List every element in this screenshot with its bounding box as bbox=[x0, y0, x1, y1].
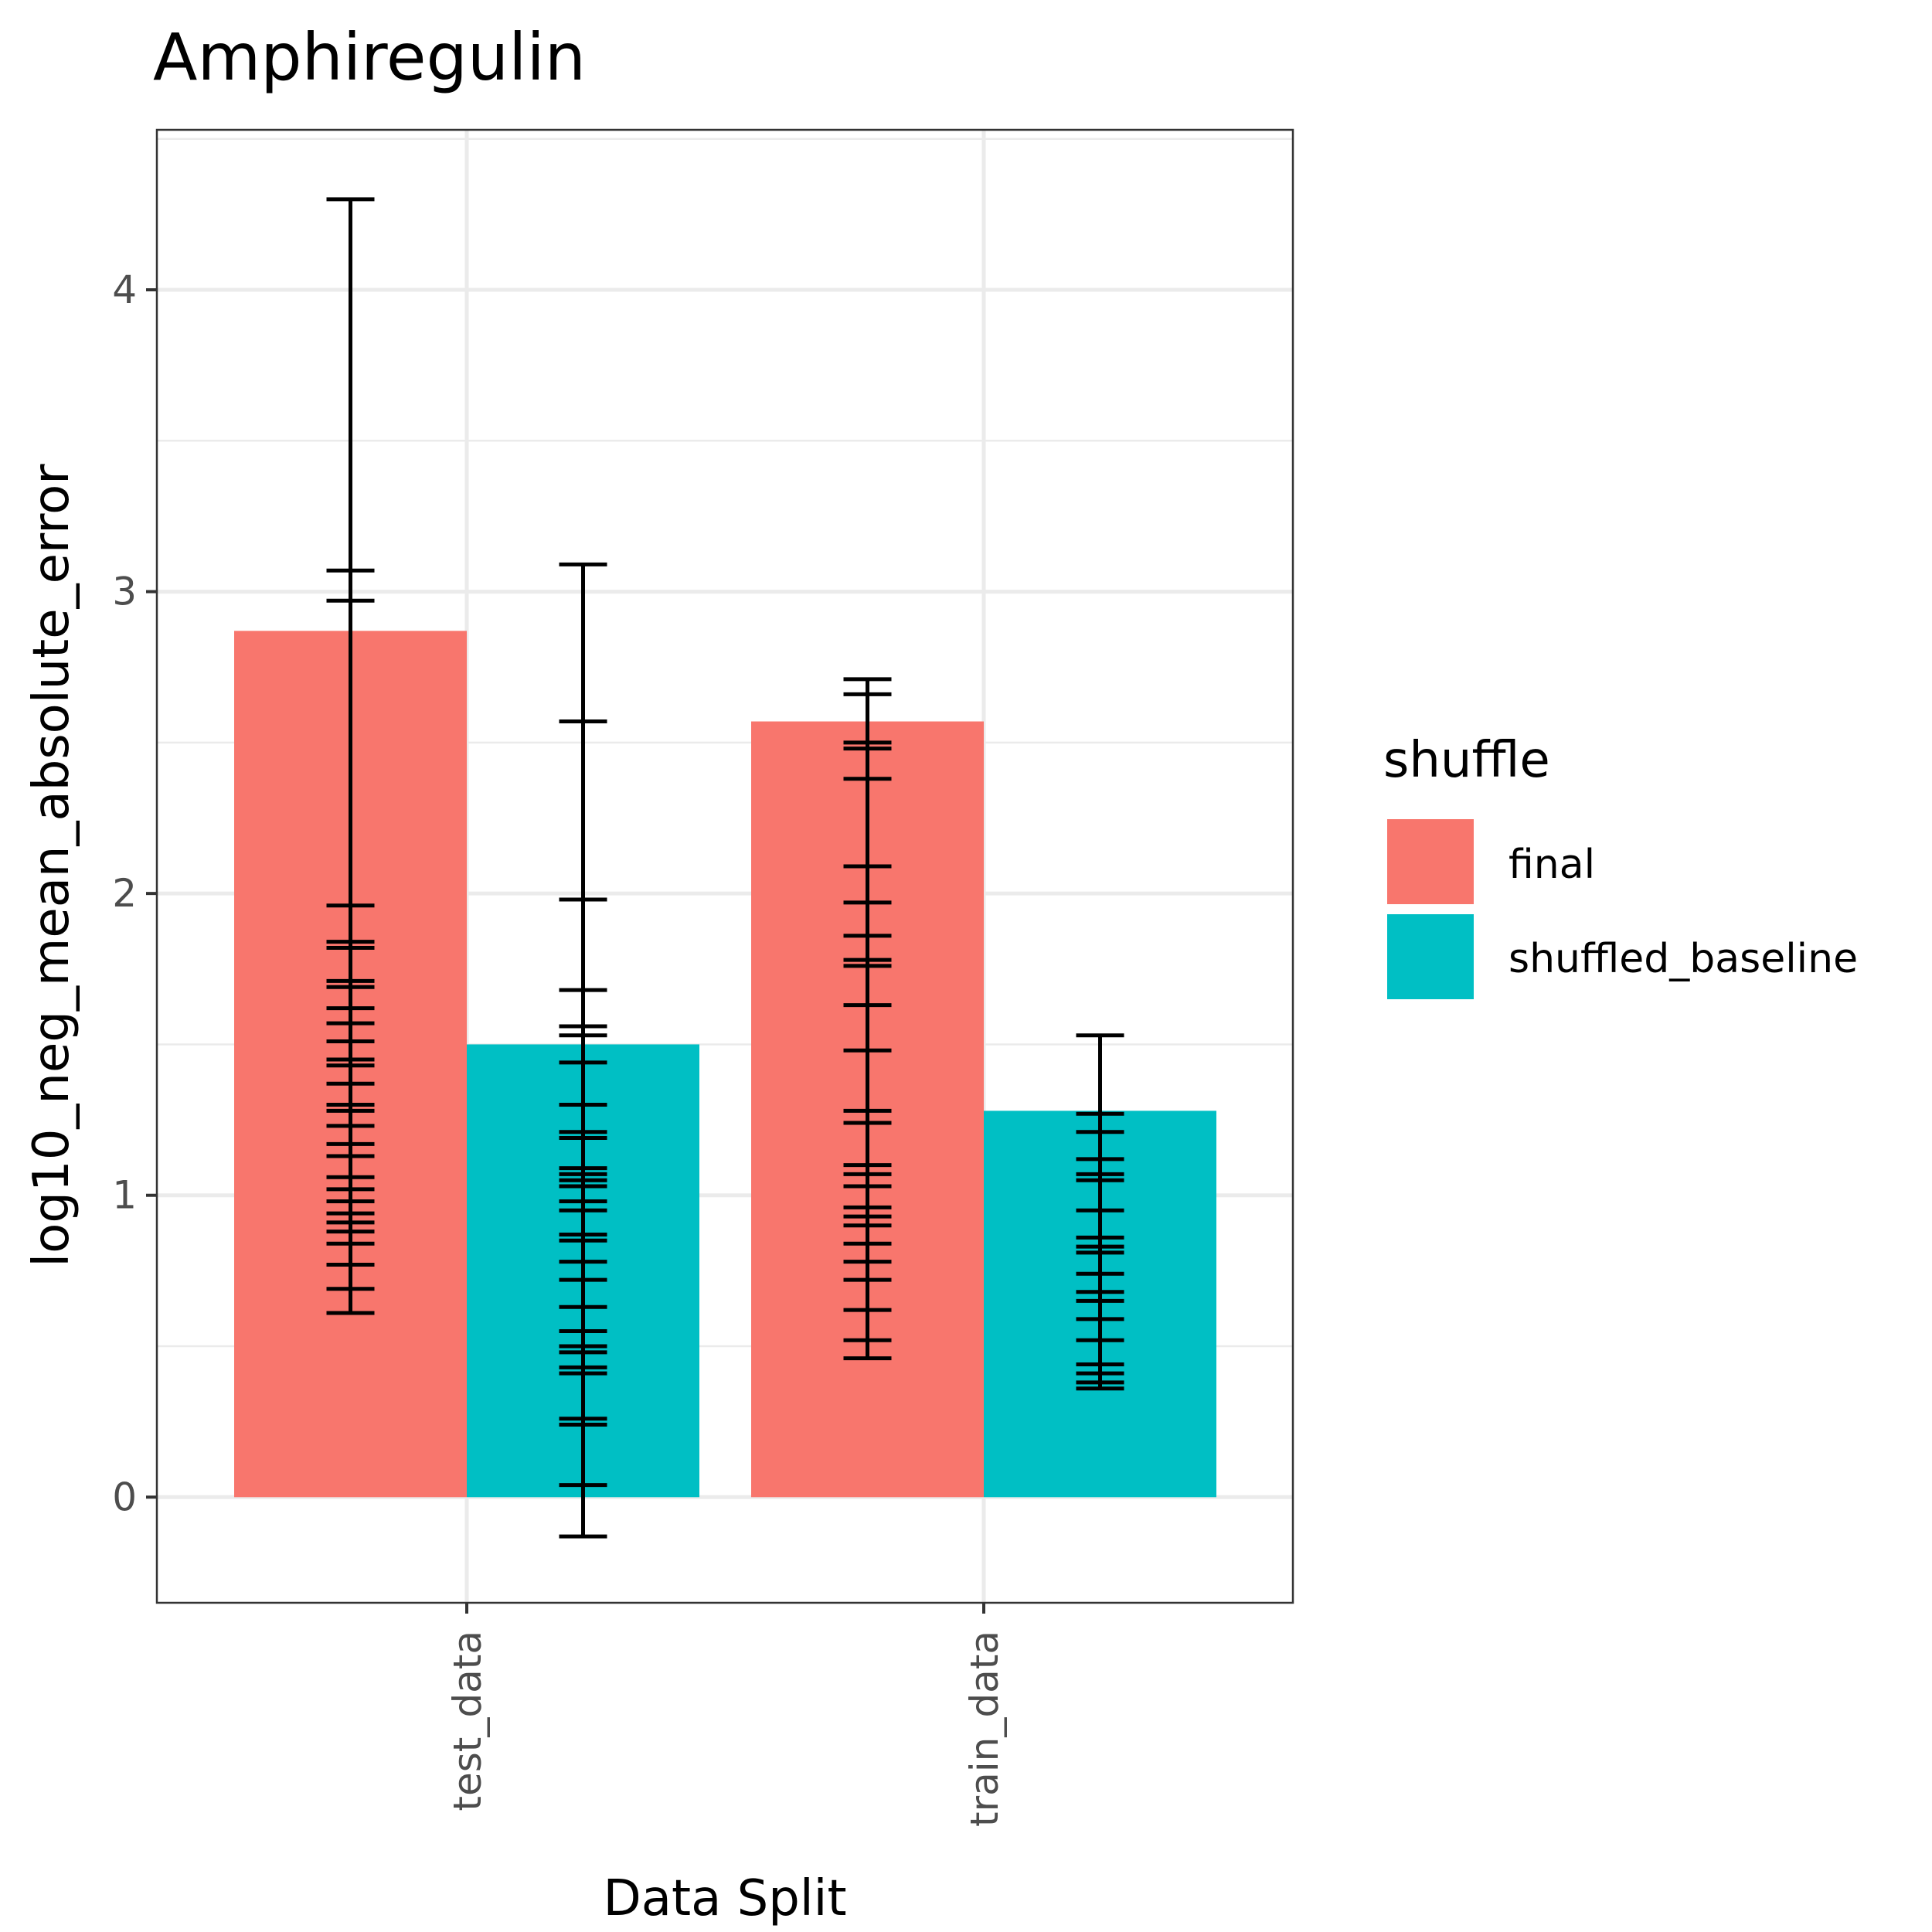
legend-key-shuffled-baseline bbox=[1387, 914, 1474, 999]
legend: shuffle final shuffled_baseline bbox=[1383, 732, 1858, 999]
x-axis-title: Data Split bbox=[603, 1870, 846, 1927]
errorbar-final-test-data bbox=[326, 197, 375, 1315]
legend-title: shuffle bbox=[1383, 732, 1550, 789]
x-axis: test_data train_data bbox=[445, 1603, 1007, 1827]
legend-key-final bbox=[1387, 819, 1474, 904]
y-axis: 0 1 2 3 4 bbox=[112, 267, 157, 1519]
errorbar-shuffled-baseline-train-data bbox=[1076, 1033, 1124, 1391]
x-tick-label: train_data bbox=[962, 1631, 1007, 1827]
y-axis-title: log10_neg_mean_absolute_error bbox=[23, 464, 80, 1267]
chart-title: Amphiregulin bbox=[153, 19, 586, 95]
y-tick-label: 0 bbox=[112, 1475, 137, 1519]
legend-label-final: final bbox=[1509, 842, 1595, 888]
errorbar-final-train-data bbox=[843, 677, 892, 1361]
legend-label-shuffled-baseline: shuffled_baseline bbox=[1509, 936, 1858, 982]
y-tick-label: 2 bbox=[112, 871, 137, 916]
errorbar-shuffled-baseline-test-data bbox=[559, 562, 607, 1539]
error-bars bbox=[326, 197, 1124, 1539]
plot-border bbox=[155, 128, 1294, 1604]
y-tick-label: 4 bbox=[112, 267, 137, 312]
y-tick-label: 3 bbox=[112, 570, 137, 614]
x-tick-label: test_data bbox=[445, 1631, 490, 1811]
y-tick-label: 1 bbox=[112, 1173, 137, 1218]
